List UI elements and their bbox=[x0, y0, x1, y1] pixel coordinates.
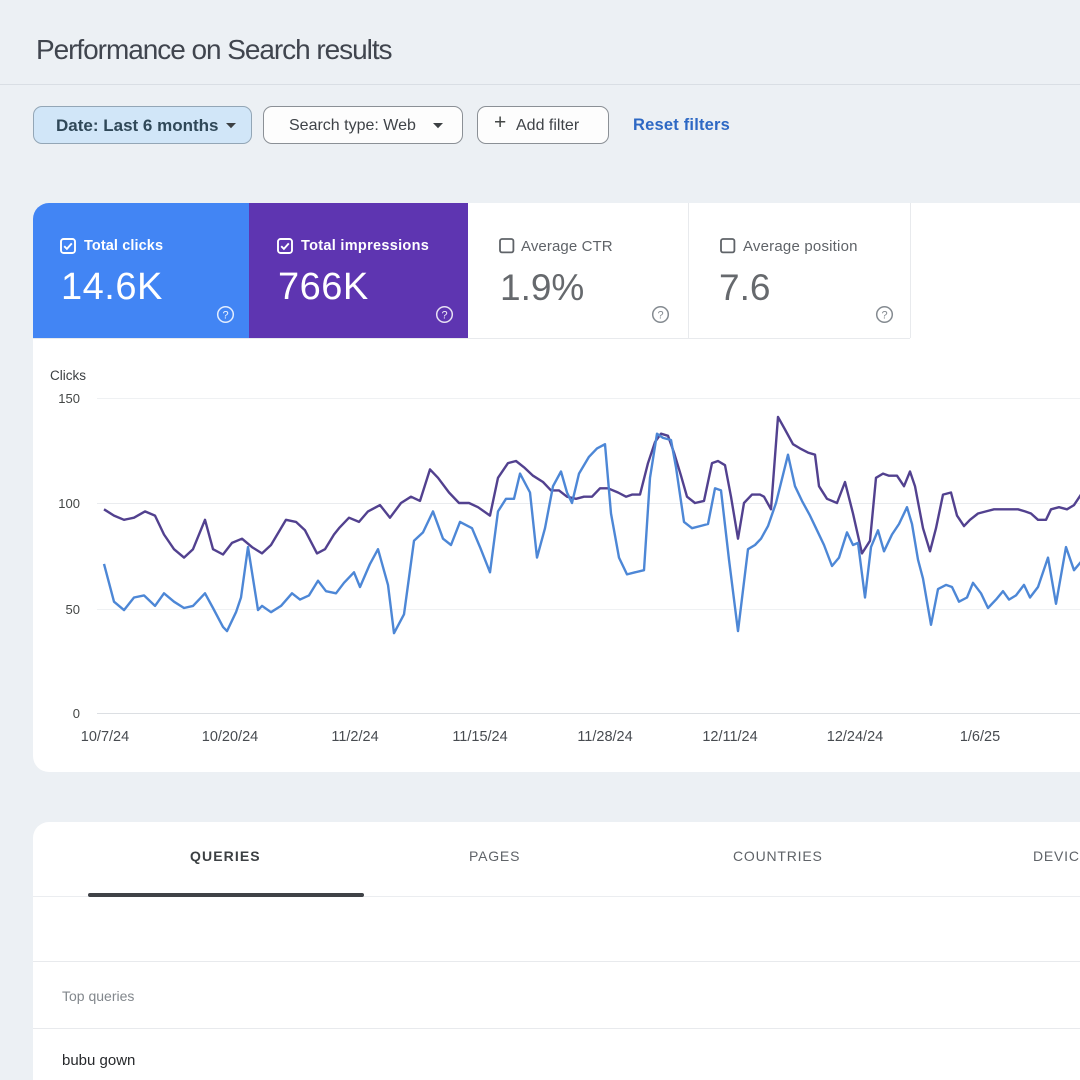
svg-text:?: ? bbox=[441, 309, 447, 321]
svg-text:?: ? bbox=[881, 309, 887, 321]
svg-text:?: ? bbox=[657, 309, 663, 321]
svg-text:?: ? bbox=[222, 309, 228, 321]
